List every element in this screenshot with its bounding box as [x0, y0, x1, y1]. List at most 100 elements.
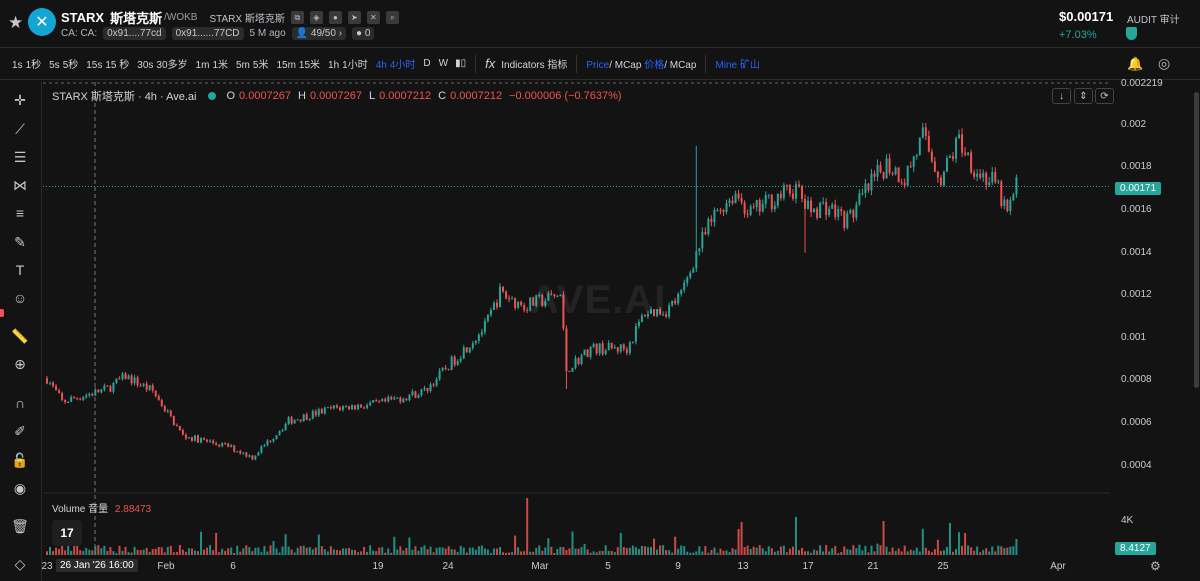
timeframe-1h[interactable]: 1h 1小时	[324, 56, 372, 71]
volume-bar	[665, 550, 668, 555]
volume-bar	[218, 552, 221, 555]
candle-body	[939, 177, 942, 186]
copy-icon[interactable]: ⧉	[290, 11, 304, 24]
timeframe-4h[interactable]: 4h 4小时	[372, 56, 420, 71]
shield-icon[interactable]	[1126, 27, 1137, 40]
timeframe-d[interactable]: D	[423, 58, 431, 69]
timeframe-w[interactable]: W	[438, 58, 449, 69]
search-icon[interactable]: ⌕	[385, 11, 399, 24]
candle-body	[166, 410, 169, 412]
candle-body	[861, 192, 864, 194]
volume-bar	[408, 537, 411, 555]
refresh-icon[interactable]: ⟳	[1095, 88, 1114, 104]
pattern-icon[interactable]: ⋈	[13, 176, 27, 193]
timeframe-1s[interactable]: 1s 1秒	[8, 56, 45, 71]
trend-line-icon[interactable]: ⟋	[15, 120, 25, 137]
screenshot-icon[interactable]: ◎	[1158, 55, 1171, 71]
candle-body	[444, 367, 447, 370]
scroll-down-icon[interactable]: ↓	[1052, 88, 1071, 104]
volume-bar	[326, 551, 329, 555]
volume-bar	[474, 549, 477, 555]
star-icon[interactable]: ★	[8, 13, 24, 32]
volume-bar	[429, 546, 432, 555]
timeframe-1m[interactable]: 1m 1米	[192, 56, 232, 71]
volume-bar	[967, 545, 970, 555]
tradingview-logo[interactable]: 17	[52, 520, 82, 546]
brush-icon[interactable]: ✎	[14, 233, 26, 250]
lock-drawing-icon[interactable]: ✐	[14, 422, 26, 439]
candle-body	[961, 134, 964, 153]
volume-bar	[154, 548, 157, 555]
fib-icon[interactable]: ≡	[15, 205, 25, 221]
candle-body	[634, 326, 637, 342]
candle-body	[674, 300, 677, 304]
volume-bar	[266, 551, 269, 555]
candle-body	[499, 286, 501, 308]
chart-type-icon[interactable]: ▮▯	[455, 58, 467, 69]
timeframe-5m[interactable]: 5m 5米	[232, 56, 272, 71]
text-icon[interactable]: T	[15, 262, 25, 278]
ca-address-alt[interactable]: 0x91......77CD	[171, 27, 244, 40]
x-icon[interactable]: ✕	[366, 11, 380, 24]
volume-bar	[190, 548, 193, 555]
price-option[interactable]: Price	[586, 60, 610, 71]
volume-bar	[568, 548, 571, 555]
time-axis[interactable]: 23 Feb 6 19 24 Mar 5 9 13 17 21 25 Apr	[41, 557, 1110, 581]
y-tick-label: 0.002	[1121, 118, 1147, 130]
volume-last-tag: 8.4127	[1115, 542, 1156, 555]
volume-bar	[743, 547, 746, 555]
candle-body	[320, 409, 323, 414]
mine-button[interactable]: Mine 矿山	[712, 56, 762, 71]
expand-icon[interactable]: ⇕	[1074, 88, 1093, 104]
candle-body	[290, 417, 293, 424]
ca-address-short[interactable]: 0x91....77cd	[103, 27, 166, 40]
trash-icon[interactable]: 🗑	[11, 517, 29, 534]
candle-body	[308, 418, 311, 420]
volume-bar	[477, 546, 480, 555]
volume-bar	[139, 550, 142, 555]
timeframe-15s[interactable]: 15s 15 秒	[82, 56, 133, 71]
volume-bar	[991, 546, 994, 555]
audit-label[interactable]: AUDIT 审计	[1127, 15, 1180, 26]
volume-bar	[586, 549, 589, 555]
emoji-icon[interactable]: ☺	[12, 290, 28, 306]
price-option-zh[interactable]: 价格	[644, 60, 665, 71]
settings-icon[interactable]: ⚙	[1150, 559, 1161, 573]
layers-icon[interactable]: ◇	[14, 555, 26, 572]
candle-body	[67, 401, 70, 403]
candle-body	[369, 402, 372, 406]
magnet-icon[interactable]: ∩	[14, 395, 26, 411]
candle-body	[535, 295, 538, 306]
timeframe-30s[interactable]: 30s 30多岁	[133, 56, 191, 71]
mcap-option-zh[interactable]: / MCap	[664, 60, 697, 71]
timeframe-5s[interactable]: 5s 5秒	[45, 56, 82, 71]
lock-icon[interactable]: 🔓	[11, 451, 29, 468]
telegram-icon[interactable]: ➤	[347, 11, 361, 24]
timeframe-15m[interactable]: 15m 15米	[272, 56, 324, 71]
zoom-icon[interactable]: ⊕	[14, 355, 26, 372]
candle-body	[233, 445, 236, 452]
price-axis[interactable]: 0.002 0.0018 0.0016 0.0014 0.0012 0.001 0.0008…	[1110, 82, 1200, 581]
volume-bar	[770, 548, 773, 555]
ruler-icon[interactable]: 📏	[11, 327, 29, 344]
web-icon[interactable]: ◈	[309, 11, 323, 24]
candle-body	[206, 439, 209, 442]
volume-bar	[73, 545, 76, 555]
volume-bar	[260, 552, 263, 555]
volume-bar	[369, 545, 372, 555]
mcap-option[interactable]: / MCap	[609, 60, 642, 71]
price-mcap-toggle[interactable]: Price/ MCap 价格/ MCap	[583, 56, 699, 71]
visibility-icon[interactable]: ◉	[13, 479, 27, 496]
price-chart[interactable]	[43, 82, 1110, 557]
crosshair-icon[interactable]: ✛	[14, 91, 26, 108]
token-age: 5 M ago	[249, 28, 286, 39]
volume-bar	[782, 545, 785, 555]
candle-body	[326, 407, 329, 409]
horizontal-lines-icon[interactable]: ☰	[13, 148, 27, 165]
user-icon[interactable]: ●	[328, 11, 342, 24]
indicators-button[interactable]: Indicators 指标	[501, 60, 568, 71]
alert-bell-icon[interactable]: 🔔	[1127, 56, 1144, 71]
scrollbar-thumb[interactable]	[1194, 92, 1199, 388]
candle-body	[921, 127, 924, 138]
volume-bar	[592, 551, 595, 555]
